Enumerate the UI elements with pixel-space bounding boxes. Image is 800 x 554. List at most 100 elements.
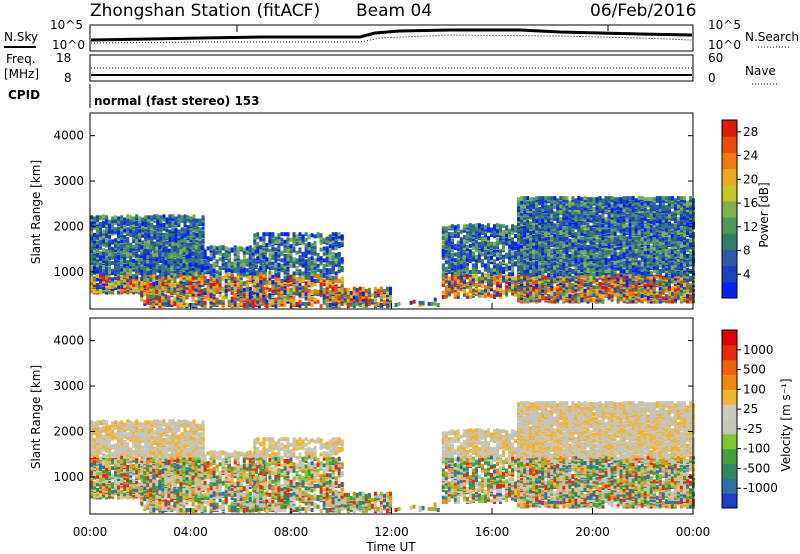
power-cell <box>219 257 222 261</box>
power-cell <box>341 242 344 246</box>
power-cell <box>302 252 305 256</box>
power-cell <box>126 219 129 223</box>
power-cell <box>117 216 120 220</box>
power-cell <box>268 270 271 274</box>
power-cell <box>523 253 526 257</box>
power-cell <box>493 290 496 294</box>
power-cell <box>329 268 332 272</box>
power-cell <box>356 288 359 292</box>
power-cell <box>219 245 222 249</box>
power-cell <box>126 214 129 218</box>
power-cell <box>158 266 161 270</box>
power-cell <box>167 295 170 299</box>
beam-title: Beam 04 <box>356 1 432 21</box>
power-cell <box>253 276 256 280</box>
power-cell <box>377 302 380 306</box>
power-cell <box>499 279 502 283</box>
power-cell <box>202 215 205 219</box>
power-cell <box>138 223 141 227</box>
power-cell <box>253 294 256 298</box>
power-cell <box>102 230 105 234</box>
power-cell <box>144 215 147 219</box>
power-cell <box>198 246 201 250</box>
power-cell <box>153 214 156 218</box>
power-cell <box>186 251 189 255</box>
power-cell <box>210 257 213 261</box>
power-cell <box>259 245 262 249</box>
power-cell <box>335 232 338 236</box>
power-cell <box>308 257 311 261</box>
power-cell <box>201 280 204 284</box>
power-cell <box>305 281 308 285</box>
power-cell <box>484 225 487 229</box>
power-cell <box>335 287 338 291</box>
power-cell <box>193 214 196 218</box>
power-cell <box>466 267 469 271</box>
power-cell <box>380 287 383 291</box>
power-cell <box>496 223 499 227</box>
power-cell <box>190 216 193 220</box>
power-cell <box>268 232 271 236</box>
power-cell <box>271 300 274 304</box>
power-cell <box>246 268 249 272</box>
power-cell <box>481 272 484 276</box>
power-cell <box>280 279 283 283</box>
power-cell <box>213 282 216 286</box>
power-cell <box>520 201 523 205</box>
power-cell <box>302 234 305 238</box>
power-cell <box>174 216 177 220</box>
power-cell <box>243 288 246 292</box>
power-cell <box>228 268 231 272</box>
power-cell <box>228 273 231 277</box>
power-cell <box>284 232 287 236</box>
power-cell <box>268 288 271 292</box>
power-cell <box>237 303 240 307</box>
power-cell <box>448 225 451 229</box>
power-cell <box>152 278 155 282</box>
power-cell <box>326 246 329 250</box>
power-cell <box>454 253 457 257</box>
power-cell <box>508 282 511 286</box>
power-cell <box>314 279 317 283</box>
power-cell <box>231 274 234 278</box>
power-cell <box>308 242 311 246</box>
power-cell <box>259 237 262 241</box>
power-cell <box>262 287 265 291</box>
power-cell <box>204 301 207 305</box>
power-cell <box>308 289 311 293</box>
power-cell <box>268 293 271 297</box>
power-cell <box>256 283 259 287</box>
power-cell <box>271 280 274 284</box>
power-cell <box>532 250 535 254</box>
power-cell <box>105 249 108 253</box>
power-cell <box>179 245 182 249</box>
power-cell <box>168 214 171 218</box>
power-cell <box>317 232 320 236</box>
power-cell <box>135 221 138 225</box>
power-cell <box>502 267 505 271</box>
power-cell <box>311 233 314 237</box>
power-cell <box>216 246 219 250</box>
power-cell <box>152 253 155 257</box>
power-cell <box>475 278 478 282</box>
power-cell <box>523 264 526 268</box>
power-cell <box>457 241 460 245</box>
power-cell <box>308 271 311 275</box>
power-cell <box>317 300 320 304</box>
power-cell <box>323 288 326 292</box>
power-cell <box>451 238 454 242</box>
power-cell <box>102 221 105 225</box>
power-cell <box>162 233 165 237</box>
power-cell <box>96 283 99 287</box>
power-cell <box>256 256 259 260</box>
power-cell <box>284 254 287 258</box>
power-cell <box>126 237 129 241</box>
power-cell <box>183 248 186 252</box>
power-cell <box>538 247 541 251</box>
power-cell <box>228 281 231 285</box>
power-cell <box>499 293 502 297</box>
power-cell <box>305 302 308 306</box>
power-cell <box>240 259 243 263</box>
power-cell <box>296 258 299 262</box>
